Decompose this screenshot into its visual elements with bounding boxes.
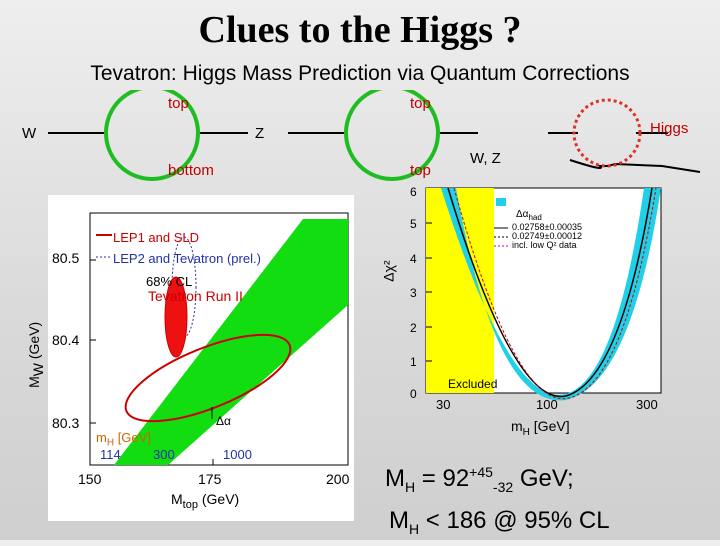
higgs-bracket bbox=[569, 159, 701, 173]
mh-label: mH [GeV] bbox=[96, 430, 151, 449]
right-ytick-label-1: 1 bbox=[410, 355, 417, 369]
cl-label: 68% CL bbox=[146, 274, 193, 289]
top-top-loop bbox=[344, 90, 440, 181]
right-ytick-label-5: 5 bbox=[410, 217, 417, 231]
left-ylabel-wrap: MW (GeV) bbox=[26, 290, 46, 390]
legend-theory: Theory uncertainty bbox=[508, 195, 600, 207]
legend-lep2: LEP2 and Tevatron (prel.) bbox=[113, 251, 261, 266]
chi2-curve-3 bbox=[453, 187, 657, 400]
left-xtick-label-3: 200 bbox=[326, 471, 350, 487]
right-ytick-label-2: 2 bbox=[410, 321, 417, 335]
right-ytick-label-4: 4 bbox=[410, 252, 417, 266]
result-line-2: MH < 186 @ 95% CL bbox=[389, 506, 610, 537]
mh-value-2: 300 bbox=[153, 447, 175, 462]
top-bottom-loop bbox=[104, 90, 200, 181]
right-ylabel: Δχ² bbox=[380, 260, 397, 282]
loop2-top-label: top bbox=[410, 95, 431, 112]
left-xtick-label-2: 175 bbox=[198, 471, 222, 487]
delta-chi2-svg bbox=[425, 187, 662, 401]
left-xlabel: Mtop (GeV) bbox=[171, 491, 240, 511]
slide-title: Clues to the Higgs ? bbox=[198, 9, 522, 51]
legend-l3: incl. low Q² data bbox=[512, 240, 577, 250]
higgs-mass-result: MH = 92+45-32 GeV; MH < 186 @ 95% CL bbox=[385, 455, 715, 546]
right-xtick-label-2: 100 bbox=[536, 397, 558, 412]
excluded-label: Excluded bbox=[448, 377, 498, 391]
lep1-ellipse bbox=[124, 333, 292, 423]
higgs-label: Higgs bbox=[650, 120, 689, 137]
left-ylabel: MW (GeV) bbox=[26, 321, 46, 388]
tevatron-run2-ellipse bbox=[164, 276, 188, 358]
w-label: W bbox=[22, 125, 37, 142]
legend-theory-swatch bbox=[496, 198, 506, 206]
feynman-diagrams bbox=[48, 90, 701, 181]
theory-band bbox=[441, 188, 661, 401]
mh-value-3: 1000 bbox=[223, 447, 252, 462]
slide-subtitle: Tevatron: Higgs Mass Prediction via Quan… bbox=[90, 62, 630, 85]
delta-chi2-plot: Theory uncertainty Δαhad 0.02758±0.00035… bbox=[396, 185, 686, 440]
legend-lep1: LEP1 and SLD bbox=[113, 230, 200, 245]
right-ytick-label-3: 3 bbox=[410, 286, 417, 300]
right-ytick-label-6: 6 bbox=[410, 185, 417, 199]
loop2-bottom-label: top bbox=[410, 162, 431, 179]
chi2-curve-1 bbox=[447, 187, 653, 398]
left-ytick-label-3: 80.3 bbox=[52, 415, 80, 431]
left-ytick-label-2: 80.4 bbox=[52, 332, 80, 348]
legend-dalpha: Δαhad bbox=[516, 209, 542, 222]
mh-value-1: 114 bbox=[100, 447, 121, 462]
z-label: Z bbox=[255, 125, 265, 142]
legend-l1: 0.02758±0.00035 bbox=[512, 222, 583, 232]
result-line-1: MH = 92+45-32 GeV; bbox=[385, 464, 574, 495]
dalpha-label: Δα bbox=[216, 414, 231, 428]
mw-mtop-plot: LEP1 and SLD LEP2 and Tevatron (prel.) 6… bbox=[48, 195, 354, 521]
right-ytick-label-0: 0 bbox=[410, 387, 417, 401]
higgs-loop bbox=[572, 98, 642, 168]
loop1-top-label: top bbox=[168, 95, 189, 112]
right-xtick-label-3: 300 bbox=[636, 397, 658, 412]
wz-label: W, Z bbox=[470, 150, 501, 167]
loop1-bottom-label: bottom bbox=[168, 162, 214, 179]
legend-l2: 0.02749±0.00012 bbox=[512, 231, 583, 241]
right-xlabel: mH [GeV] bbox=[511, 418, 570, 438]
run2-label: Tevatron Run II bbox=[148, 288, 243, 304]
right-xtick-label-1: 30 bbox=[436, 397, 451, 412]
sm-band bbox=[114, 219, 348, 465]
left-xtick-label-1: 150 bbox=[78, 471, 102, 487]
left-ytick-label-1: 80.5 bbox=[52, 250, 80, 266]
mw-mtop-svg bbox=[89, 212, 349, 466]
